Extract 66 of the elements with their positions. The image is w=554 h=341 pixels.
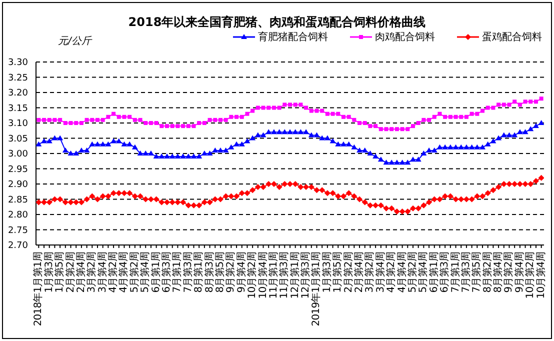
x-tick-label: 7月第3周 [182,252,194,293]
x-tick-label: 5月第2周 [128,252,140,293]
x-tick-label: 5月第4周 [139,252,152,293]
x-tick-label: 4月第2周 [107,252,120,293]
y-tick-label: 3.15 [8,104,28,114]
x-tick-label: 4月第4周 [118,252,130,293]
x-tick-label: 6月第3周 [160,252,173,293]
x-tick-label: 2月第2周 [342,252,354,293]
legend-label: 蛋鸡配合饲料 [481,30,542,44]
x-tick-label: 9月第4周 [235,252,248,293]
x-tick-label: 1月第5周 [332,252,344,293]
y-tick-label: 2.95 [8,164,28,175]
x-tick-label: 11月第3周 [278,252,290,299]
x-tick-label: 2月第4周 [353,252,366,293]
x-tick-label: 3月第4周 [374,252,386,293]
x-tick-label: 6月第1周 [428,252,440,293]
y-axis-title: 元/公斤 [58,34,92,48]
legend-label: 育肥猪配合饲料 [257,30,328,44]
x-tick-label: 10月第2周 [524,252,536,299]
x-tick-label: 8月第2周 [481,252,494,293]
y-tick-label: 3.10 [8,119,28,130]
x-tick-label: 12月第1周 [288,252,301,299]
x-tick-label: 11月第1周 [267,252,280,299]
x-tick-label: 9月第2周 [224,252,237,293]
x-tick-label: 8月第4周 [492,252,504,293]
x-tick-label: 1月第5周 [54,252,66,293]
x-tick-label: 5月第2周 [406,252,418,293]
y-tick-label: 3.30 [8,58,28,68]
x-tick-label: 3月第4周 [96,252,108,293]
y-tick-label: 2.80 [8,210,28,221]
x-tick-label: 4月第4周 [396,252,408,293]
x-tick-label: 6月第3周 [438,252,451,293]
x-tick-label: 6月第1周 [150,252,162,293]
chart-title: 2018年以来全国育肥猪、肉鸡和蛋鸡配合饲料价格曲线 [127,14,427,31]
x-tick-label: 10月第4周 [534,252,547,299]
y-tick-label: 2.70 [8,241,28,252]
x-tick-label: 1月第3周 [42,252,55,293]
x-tick-label: 2019年1月第1周 [310,252,322,326]
x-tick-label: 7月第1周 [171,252,184,293]
x-tick-label: 8月第1周 [192,252,205,293]
x-tick-label: 7月第1周 [449,252,462,293]
legend-label: 肉鸡配合饲料 [374,30,435,44]
x-tick-label: 1月第3周 [320,252,333,293]
x-tick-label: 3月第2周 [86,252,98,293]
x-tick-label: 8月第5周 [214,252,226,293]
x-tick-label: 7月第3周 [460,252,472,293]
y-tick-label: 3.00 [8,150,28,160]
y-tick-label: 2.90 [8,180,28,190]
x-tick-label: 2月第4周 [74,252,87,293]
y-tick-label: 2.85 [8,195,28,206]
x-tick-label: 5月第4周 [417,252,430,293]
y-tick-label: 3.20 [8,88,28,99]
x-tick-label: 4月第2周 [385,252,398,293]
x-tick-label: 2018年1月第1周 [32,252,44,326]
y-tick-label: 3.05 [8,134,28,144]
x-tick-label: 2月第2周 [64,252,76,293]
x-tick-label: 8月第3周 [203,252,216,293]
x-tick-label: 9月第4周 [513,252,526,293]
x-tick-label: 9月第2周 [502,252,515,293]
y-tick-label: 2.75 [8,226,28,236]
x-tick-label: 10月第4周 [256,252,269,299]
y-tick-label: 3.25 [8,73,28,84]
x-tick-label: 3月第2周 [364,252,376,293]
x-tick-label: 10月第2周 [246,252,258,299]
x-tick-label: 7月第5周 [470,252,483,293]
x-tick-label: 12月第3周 [300,252,312,299]
